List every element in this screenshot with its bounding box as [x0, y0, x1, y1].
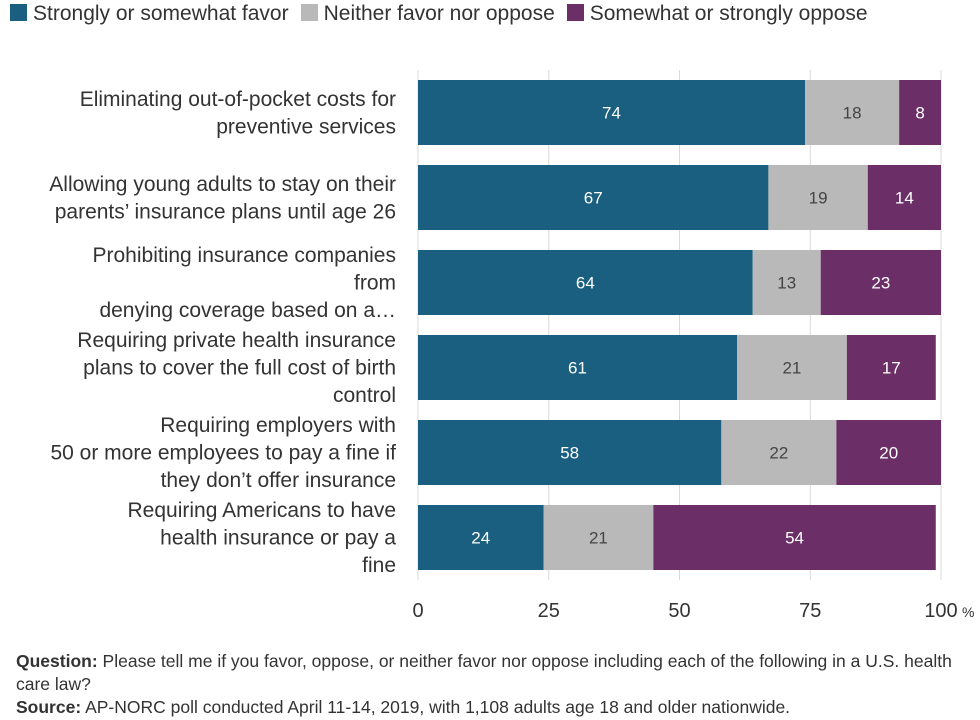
x-tick-label: 75: [799, 600, 821, 622]
x-tick-label: 0: [412, 600, 423, 622]
x-tick-label: 50: [668, 600, 690, 622]
bar-segment: [768, 165, 868, 230]
bar-value-label: 61: [568, 359, 587, 378]
gridlines: [417, 70, 942, 580]
bar-value-label: 20: [879, 444, 898, 463]
bar-value-label: 19: [809, 189, 828, 208]
x-axis-ticks: 0 25 50 75 100%: [412, 600, 974, 622]
question-label: Question:: [16, 651, 98, 671]
bar-segment: [418, 505, 544, 570]
bar-value-label: 24: [471, 529, 490, 548]
bar-value-label: 13: [777, 274, 796, 293]
bar-value-label: 74: [602, 104, 621, 123]
legend-label: Neither favor nor oppose: [323, 2, 555, 25]
bar-segment: [805, 80, 900, 145]
source-text: AP-NORC poll conducted April 11-14, 2019…: [85, 697, 791, 717]
bar-segment: [653, 505, 936, 570]
bar-value-label: 8: [915, 104, 924, 123]
x-unit-label: %: [962, 604, 974, 620]
bar-segment: [418, 165, 769, 230]
question-note: Question: Please tell me if you favor, o…: [16, 650, 966, 696]
bar-segment: [752, 250, 821, 315]
source-label: Source:: [16, 697, 82, 717]
bar-segment: [820, 250, 941, 315]
question-text: Please tell me if you favor, oppose, or …: [16, 651, 952, 694]
category-label: Allowing young adults to stay on their pa…: [49, 173, 396, 224]
x-tick-label: 25: [538, 600, 560, 622]
bar-segment: [737, 335, 847, 400]
x-tick-label: 100: [924, 600, 957, 622]
category-label: Requiring Americans to have health insura…: [128, 499, 397, 577]
legend: Strongly or somewhat favor Neither favor …: [10, 2, 975, 26]
bar-segment: [846, 335, 936, 400]
category-label: Eliminating out-of-pocket costs for preve…: [80, 88, 396, 139]
legend-label: Somewhat or strongly oppose: [589, 2, 868, 25]
legend-swatch: [10, 4, 27, 21]
source-note: Source: AP-NORC poll conducted April 11-…: [16, 696, 966, 719]
legend-swatch: [566, 4, 584, 21]
bar-segment: [418, 80, 806, 145]
category-label: Requiring private health insurance plans …: [77, 329, 396, 407]
bar-value-label: 17: [882, 359, 901, 378]
bar-value-label: 58: [560, 444, 579, 463]
category-label: Prohibiting insurance companies from denyi…: [92, 244, 396, 322]
bar-segment: [418, 420, 722, 485]
bar-segment: [899, 80, 941, 145]
legend-item: Somewhat or strongly oppose: [566, 2, 868, 26]
bar-segment: [418, 335, 738, 400]
bar-value-label: 67: [584, 189, 603, 208]
bar-value-label: 23: [871, 274, 890, 293]
legend-item: Neither favor nor oppose: [300, 2, 555, 26]
bar-segment: [721, 420, 837, 485]
legend-label: Strongly or somewhat favor: [33, 2, 289, 25]
bar-segment: [867, 165, 941, 230]
stacked-bar-chart: 74 18 8 67 19 14 64 13 23 61 21 17 58 22 20 24 21 54 Elim…: [49, 70, 974, 622]
category-labels: Eliminating out-of-pocket costs for preve…: [49, 88, 396, 577]
bar-segment: [543, 505, 654, 570]
footnote: Question: Please tell me if you favor, o…: [16, 650, 966, 719]
bar-value-label: 18: [843, 104, 862, 123]
bar-value-label: 22: [769, 444, 788, 463]
bar-value-label: 54: [785, 529, 804, 548]
bar-value-label: 21: [589, 529, 608, 548]
bar-segment: [836, 420, 941, 485]
category-label: Requiring employers with 50 or more emplo…: [50, 414, 396, 492]
bar-segment: [418, 250, 753, 315]
legend-swatch: [300, 4, 318, 21]
bar-value-label: 21: [782, 359, 801, 378]
legend-item: Strongly or somewhat favor: [10, 2, 289, 26]
bar-value-label: 14: [895, 189, 914, 208]
bars: 74 18 8 67 19 14 64 13 23 61 21 17 58 22 20 24 21 54: [418, 80, 941, 570]
bar-value-label: 64: [576, 274, 595, 293]
